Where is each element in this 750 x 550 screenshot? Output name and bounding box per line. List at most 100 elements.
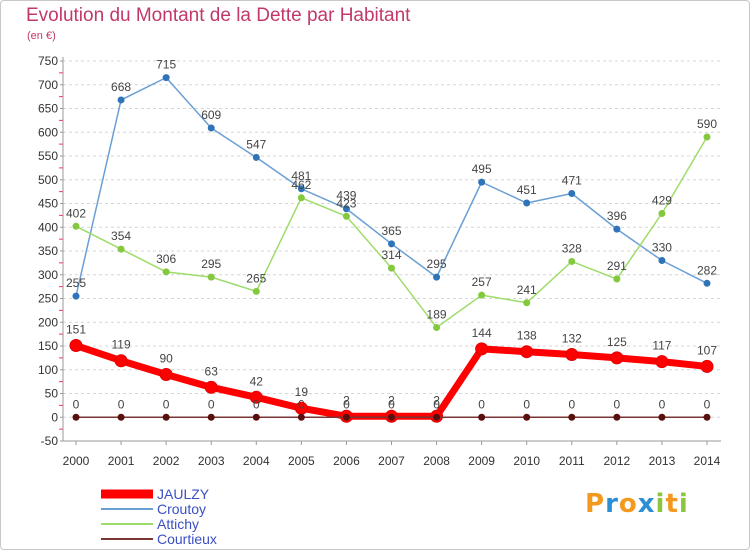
logo-letter: P (585, 489, 606, 519)
data-label: 151 (66, 323, 86, 337)
data-point (297, 194, 305, 202)
series (69, 74, 714, 423)
data-point (207, 124, 215, 132)
chart-subtitle: (en €) (27, 30, 56, 42)
y-tick-label: 0 (51, 410, 58, 424)
data-point (114, 354, 128, 368)
data-point (162, 74, 170, 82)
x-tick-label: 2002 (153, 454, 180, 468)
data-label: 306 (156, 252, 176, 266)
data-point (703, 133, 711, 141)
x-tick-label: 2003 (198, 454, 225, 468)
data-label: 291 (607, 259, 627, 273)
data-label: 125 (607, 335, 627, 349)
data-point (72, 413, 80, 421)
data-label: 365 (381, 224, 401, 238)
data-point (297, 185, 305, 193)
data-point (568, 413, 576, 421)
x-tick-label: 2010 (513, 454, 540, 468)
legend-label: Attichy (157, 516, 199, 532)
data-label: 471 (562, 174, 582, 188)
data-point (523, 413, 531, 421)
y-tick-label: 650 (38, 102, 58, 116)
data-label: 0 (253, 397, 260, 411)
data-label: 119 (112, 338, 131, 352)
legend-label: Courtieux (157, 531, 217, 547)
y-tick-label: 200 (38, 315, 58, 329)
data-point (613, 413, 621, 421)
data-point (117, 245, 125, 253)
series-attichy (72, 133, 711, 331)
legend-label: Croutoy (157, 501, 206, 517)
data-label: 462 (291, 178, 311, 192)
data-label: 495 (472, 162, 492, 176)
data-point (610, 351, 624, 365)
data-point (523, 299, 531, 307)
data-label: 0 (163, 397, 170, 411)
data-label: 354 (111, 229, 131, 243)
chart-title: Evolution du Montant de la Dette par Hab… (26, 5, 411, 26)
logo-letter: i (678, 489, 689, 519)
logo-letter: x (637, 489, 656, 519)
data-label: 241 (517, 283, 537, 297)
y-tick-label: -50 (41, 434, 59, 448)
data-point (475, 342, 489, 356)
data-point (700, 359, 714, 373)
x-tick-label: 2005 (288, 454, 315, 468)
y-tick-label: 500 (38, 173, 58, 187)
data-label: 144 (472, 326, 492, 340)
series-courtieux (72, 413, 711, 421)
data-label: 42 (250, 374, 264, 388)
data-labels: 151 119 90 63 42 19 2 2 2 144 138 132 125 117 107 255 66… (66, 58, 717, 412)
x-tick-label: 2013 (649, 454, 676, 468)
data-label: 402 (66, 206, 86, 220)
y-tick-label: 700 (38, 78, 58, 92)
y-tick-label: 350 (38, 244, 58, 258)
data-label: 0 (433, 397, 440, 411)
data-point (342, 205, 350, 213)
x-tick-label: 2001 (108, 454, 135, 468)
data-point (207, 413, 215, 421)
legend-label: JAULZY (157, 486, 210, 502)
data-point (388, 413, 395, 421)
data-label: 609 (201, 108, 221, 122)
data-point (520, 345, 534, 359)
data-point (388, 264, 395, 272)
x-tick-label: 2011 (559, 454, 585, 468)
data-point (252, 287, 260, 295)
data-label: 0 (704, 397, 711, 411)
y-tick-label: 400 (38, 220, 58, 234)
data-label: 2 (388, 393, 395, 407)
data-label: 0 (118, 397, 125, 411)
data-label: 295 (427, 257, 447, 271)
proxiti-logo: Proxiti (585, 489, 689, 519)
x-tick-labels: 2000 2001 2002 2003 2004 2005 2006 2007 2008 2009… (63, 441, 721, 468)
data-label: 396 (607, 209, 627, 223)
data-point (249, 390, 263, 404)
data-label: 132 (562, 332, 582, 346)
y-tick-label: 450 (38, 197, 58, 211)
data-point (252, 413, 260, 421)
data-point (204, 380, 218, 394)
data-label: 257 (472, 275, 492, 289)
data-point (69, 339, 83, 353)
data-point (207, 273, 215, 281)
data-label: 451 (517, 183, 537, 197)
data-point (433, 323, 441, 331)
data-point (478, 291, 486, 299)
data-label: 0 (343, 397, 350, 411)
data-label: 63 (205, 364, 219, 378)
data-label: 138 (517, 329, 537, 343)
data-point (388, 240, 395, 248)
x-tick-label: 2007 (378, 454, 405, 468)
data-label: 0 (208, 397, 215, 411)
data-label: 439 (336, 189, 356, 203)
data-label: 90 (159, 352, 173, 366)
data-label: 282 (697, 263, 717, 277)
data-point (658, 257, 666, 264)
y-minor-ticks (59, 72, 63, 430)
data-point (658, 413, 666, 421)
data-label: 265 (246, 271, 266, 285)
